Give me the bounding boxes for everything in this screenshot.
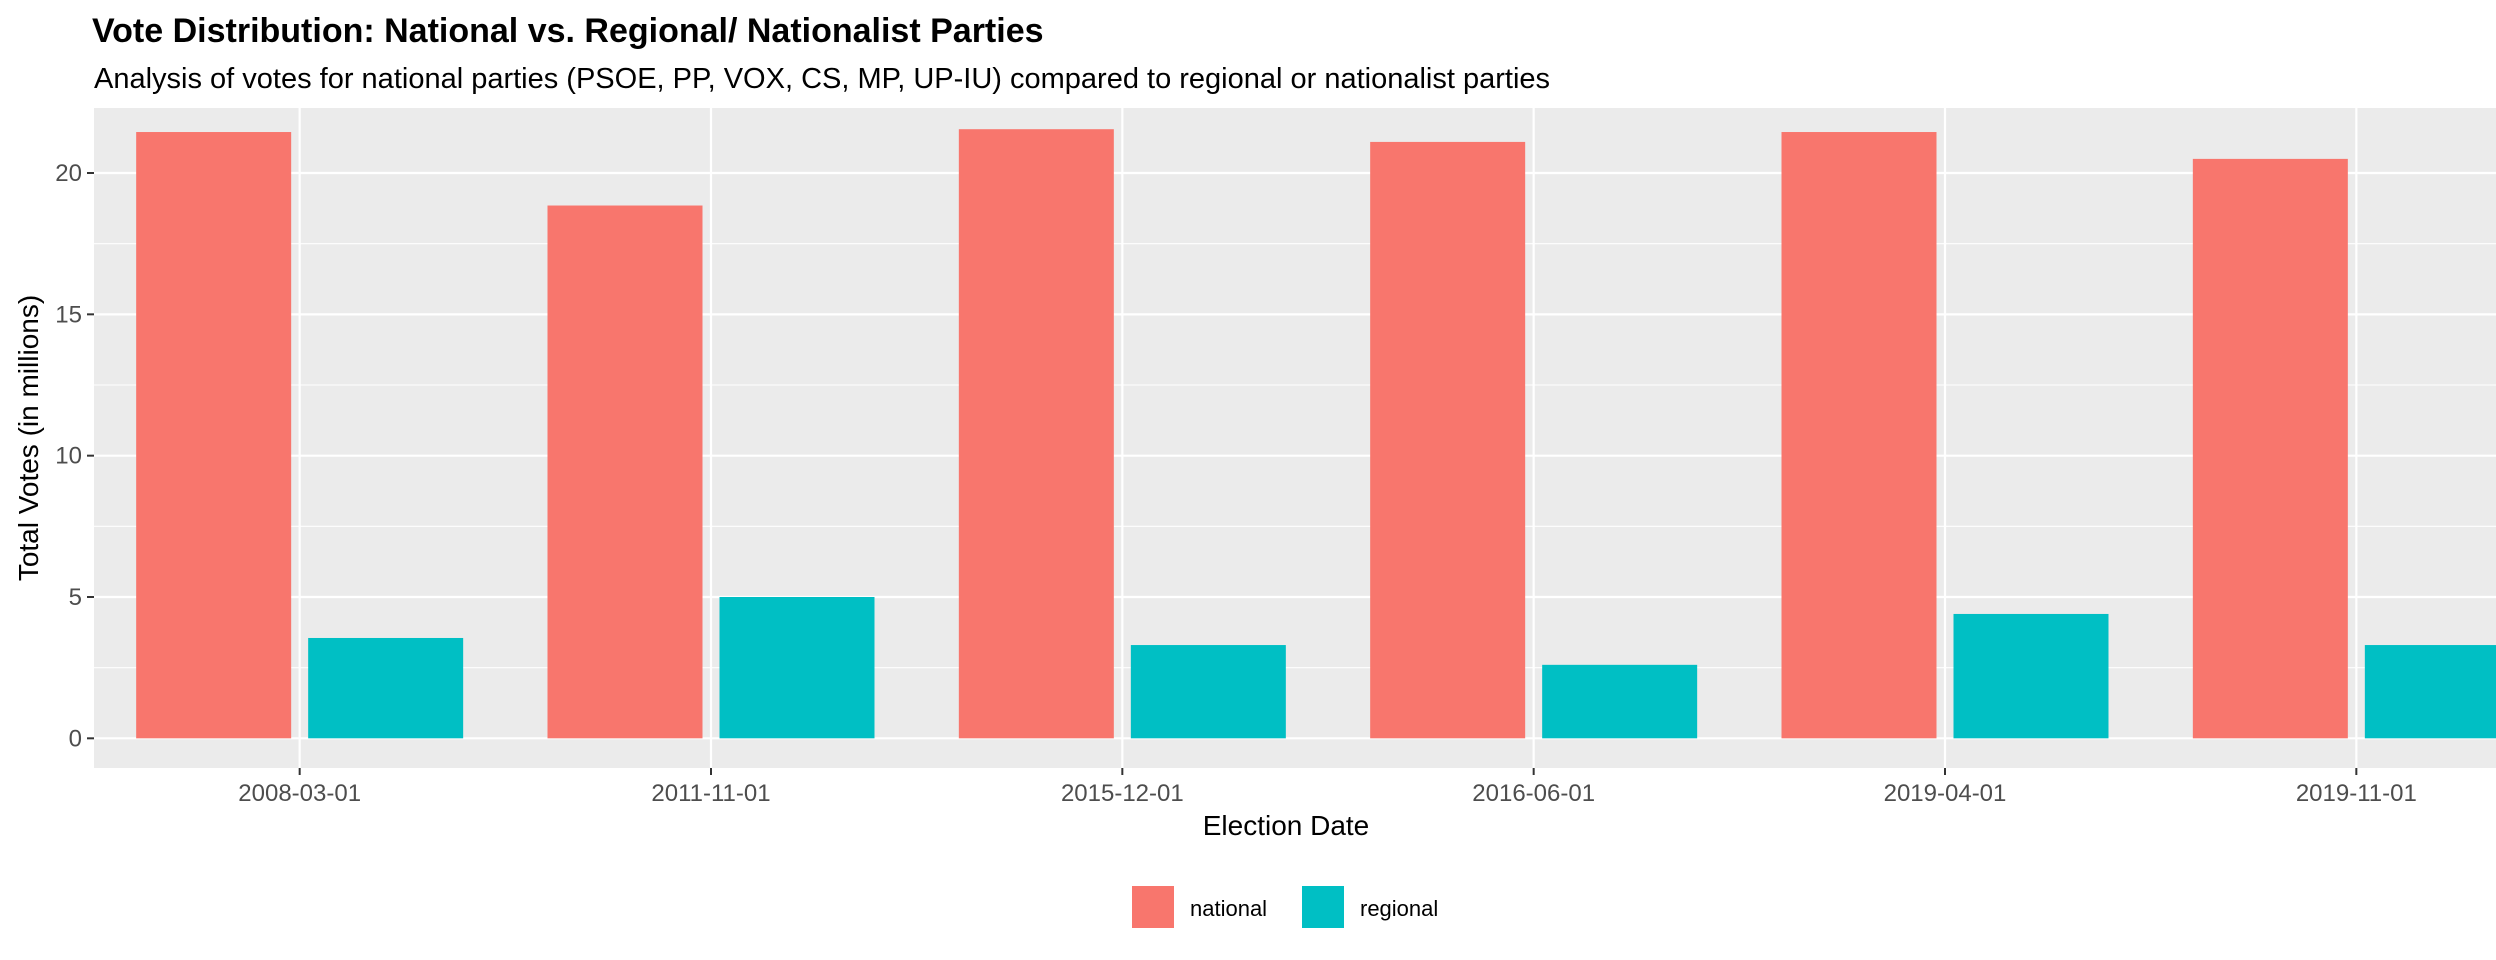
- bar-regional: [1542, 664, 1698, 739]
- x-axis: 2008-03-01 2011-11-01 2015-12-01 2016-06-01…: [238, 768, 2417, 807]
- grid-lines: [94, 108, 2496, 768]
- x-tick-label: 2011-11-01: [651, 780, 770, 807]
- x-axis-title: Election Date: [1203, 810, 1370, 841]
- x-tick-label: 2019-04-01: [1884, 780, 2007, 807]
- y-axis-title: Total Votes (in millions): [13, 295, 44, 581]
- y-tick-label: 5: [69, 584, 82, 611]
- legend-label-regional: regional: [1360, 896, 1438, 921]
- x-tick-label: 2019-11-01: [2296, 780, 2417, 807]
- bar-regional: [308, 637, 464, 739]
- bars: [136, 129, 2496, 739]
- bar-national: [958, 129, 1114, 739]
- legend-label-national: national: [1190, 896, 1267, 921]
- y-tick-label: 20: [55, 160, 82, 187]
- bar-regional: [1130, 645, 1286, 739]
- bar-regional: [719, 596, 875, 739]
- bar-regional: [2364, 645, 2496, 739]
- bar-national: [136, 132, 292, 739]
- y-tick-label: 0: [69, 725, 82, 752]
- x-tick-label: 2008-03-01: [238, 780, 361, 807]
- legend-key-national: [1132, 886, 1174, 928]
- bar-regional: [1953, 613, 2109, 739]
- chart-title: Vote Distribution: National vs. Regional…: [92, 12, 1044, 50]
- x-tick-label: 2016-06-01: [1472, 780, 1595, 807]
- legend: national regional: [1132, 886, 1438, 928]
- bar-national: [1781, 132, 1937, 739]
- x-tick-label: 2015-12-01: [1061, 780, 1184, 807]
- chart-subtitle: Analysis of votes for national parties (…: [94, 63, 1550, 95]
- legend-key-regional: [1302, 886, 1344, 928]
- bar-national: [1370, 141, 1526, 739]
- y-tick-label: 10: [55, 443, 82, 470]
- bar-national: [2192, 158, 2348, 739]
- bar-national: [547, 205, 703, 739]
- y-axis: 0 5 10 15 20: [55, 160, 94, 752]
- y-tick-label: 15: [55, 301, 82, 328]
